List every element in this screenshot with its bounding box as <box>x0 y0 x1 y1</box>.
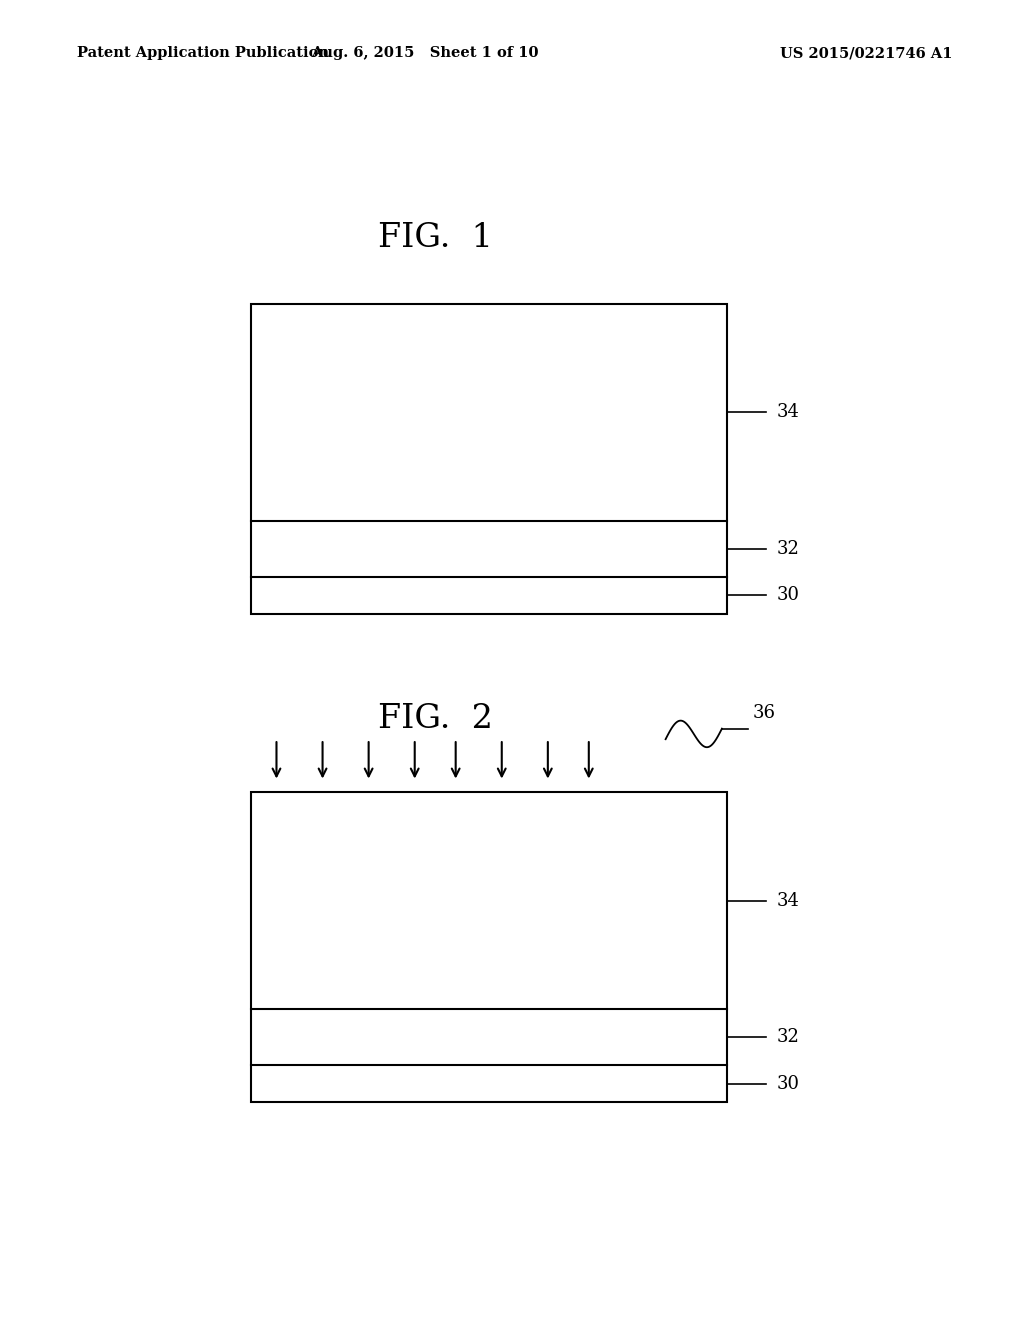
Text: Aug. 6, 2015   Sheet 1 of 10: Aug. 6, 2015 Sheet 1 of 10 <box>311 46 539 61</box>
Text: US 2015/0221746 A1: US 2015/0221746 A1 <box>780 46 952 61</box>
Bar <box>251 304 727 614</box>
Text: 30: 30 <box>776 586 799 605</box>
Text: 32: 32 <box>776 540 799 557</box>
Text: Patent Application Publication: Patent Application Publication <box>77 46 329 61</box>
Text: 34: 34 <box>776 403 799 421</box>
Text: 32: 32 <box>776 1028 799 1045</box>
Text: 36: 36 <box>753 704 775 722</box>
Bar <box>251 792 727 1102</box>
Text: FIG.  2: FIG. 2 <box>378 704 493 735</box>
Text: 30: 30 <box>776 1074 799 1093</box>
Text: FIG.  1: FIG. 1 <box>378 222 493 253</box>
Text: 34: 34 <box>776 891 799 909</box>
